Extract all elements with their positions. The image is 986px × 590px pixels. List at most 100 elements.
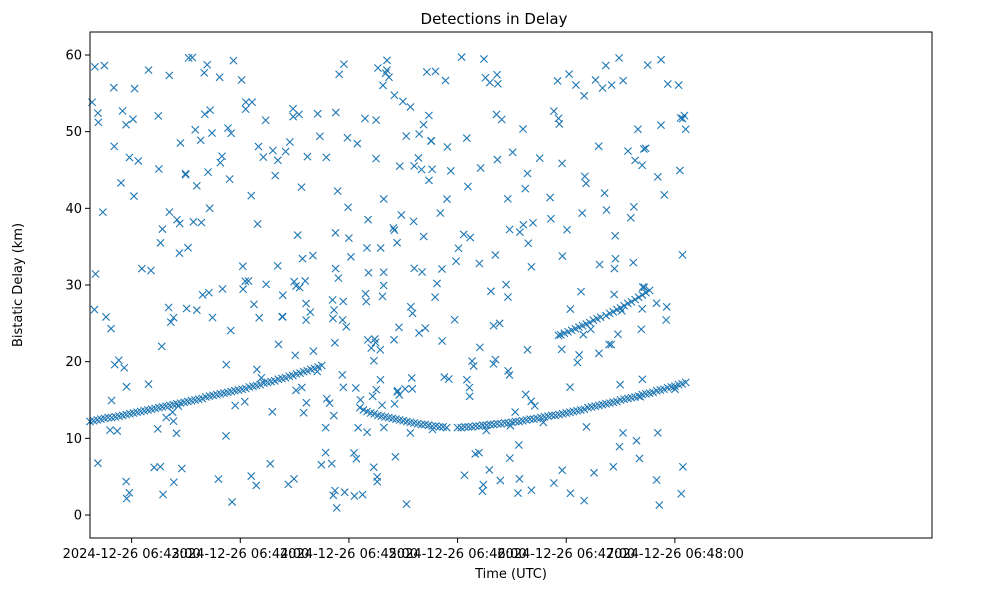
data-point-clutter <box>586 325 595 334</box>
data-point-clutter <box>580 496 589 505</box>
data-point-clutter <box>352 454 361 463</box>
data-point-clutter <box>254 142 263 151</box>
data-point-clutter <box>367 344 376 352</box>
data-point-clutter <box>462 375 471 384</box>
data-point-clutter <box>176 138 185 147</box>
data-point-clutter <box>344 234 353 243</box>
x-tick-label: 2024-12-26 06:47:00 <box>497 547 635 562</box>
data-point-clutter <box>285 138 294 146</box>
data-point-clutter <box>214 475 223 484</box>
data-point-clutter <box>215 73 224 82</box>
data-point-clutter <box>489 359 498 368</box>
data-point-clutter <box>402 500 411 509</box>
data-point-clutter <box>289 104 298 113</box>
data-point-clutter <box>274 340 283 349</box>
data-point-clutter <box>298 254 307 263</box>
data-point-clutter <box>414 153 423 162</box>
data-point-clutter <box>393 238 402 247</box>
data-point-clutter <box>373 472 382 481</box>
data-point-clutter <box>200 68 209 77</box>
data-point-clutter <box>424 111 433 120</box>
data-point-clutter <box>206 106 215 115</box>
data-point-clutter <box>379 195 388 204</box>
data-point-clutter <box>376 345 385 354</box>
data-point-clutter <box>468 357 477 366</box>
data-point-clutter <box>657 121 665 130</box>
data-point-clutter <box>521 390 530 399</box>
data-point-clutter <box>334 274 343 283</box>
data-point-clutter <box>322 153 331 162</box>
data-point-clutter <box>657 55 666 64</box>
data-point-clutter <box>129 115 138 124</box>
data-point-clutter <box>503 293 512 302</box>
data-point-clutter <box>441 76 450 85</box>
data-point-clutter <box>491 355 500 364</box>
data-point-clutter <box>118 106 127 115</box>
data-point-clutter <box>605 340 614 349</box>
data-point-clutter <box>146 266 155 275</box>
data-point-track-4 <box>638 290 647 299</box>
data-point-clutter <box>519 220 528 229</box>
data-point-clutter <box>391 452 400 461</box>
data-point-clutter <box>169 478 178 487</box>
data-point-clutter <box>578 209 587 218</box>
data-point-clutter <box>395 162 404 171</box>
data-point-clutter <box>261 116 270 125</box>
data-point-clutter <box>539 418 548 427</box>
data-point-track-4 <box>627 297 636 306</box>
data-point-clutter <box>321 423 330 432</box>
data-point-clutter <box>90 305 99 314</box>
data-point-clutter <box>535 154 544 163</box>
data-point-clutter <box>457 53 466 62</box>
data-point-clutter <box>406 302 415 311</box>
data-point-track-3 <box>460 422 469 431</box>
data-point-clutter <box>546 214 555 223</box>
data-point-clutter <box>637 325 646 334</box>
data-point-clutter <box>615 442 624 451</box>
data-point-clutter <box>241 98 250 107</box>
data-point-clutter <box>638 304 647 313</box>
data-point-clutter <box>273 261 282 270</box>
data-point-clutter <box>514 441 523 449</box>
data-point-clutter <box>508 148 517 157</box>
data-point-clutter <box>218 152 227 161</box>
data-point-clutter <box>528 218 537 227</box>
data-point-clutter <box>479 55 488 64</box>
data-point-clutter <box>408 384 417 393</box>
data-point-clutter <box>364 215 373 224</box>
data-point-clutter <box>546 193 555 202</box>
data-point-clutter <box>91 270 100 279</box>
data-point-clutter <box>175 219 184 228</box>
data-point-clutter <box>424 176 433 185</box>
data-point-clutter <box>626 213 635 222</box>
data-point-clutter <box>398 97 407 106</box>
data-point-clutter <box>619 76 628 85</box>
data-point-clutter <box>252 481 261 490</box>
data-point-clutter <box>415 130 424 138</box>
data-point-clutter <box>607 340 616 349</box>
data-point-clutter <box>363 428 372 437</box>
data-point-clutter <box>638 375 647 384</box>
data-point-clutter <box>514 489 523 498</box>
data-point-clutter <box>329 491 338 500</box>
data-point-clutter <box>228 497 237 506</box>
data-point-clutter <box>515 474 524 483</box>
data-point-track-3 <box>511 417 520 426</box>
data-point-clutter <box>617 306 626 315</box>
data-point-clutter <box>676 113 685 122</box>
data-point-clutter <box>291 351 300 360</box>
data-point-clutter <box>407 373 416 382</box>
data-point-clutter <box>293 231 302 240</box>
data-point-clutter <box>595 260 604 269</box>
data-point-clutter <box>376 243 385 252</box>
data-point-clutter <box>315 132 324 141</box>
x-tick-label: 2024-12-26 06:46:00 <box>389 547 527 562</box>
data-point-clutter <box>248 98 257 107</box>
data-point-clutter <box>349 448 358 457</box>
data-point-clutter <box>549 107 558 116</box>
data-point-clutter <box>278 291 287 300</box>
data-point-clutter <box>481 73 490 82</box>
data-point-clutter <box>527 486 536 495</box>
